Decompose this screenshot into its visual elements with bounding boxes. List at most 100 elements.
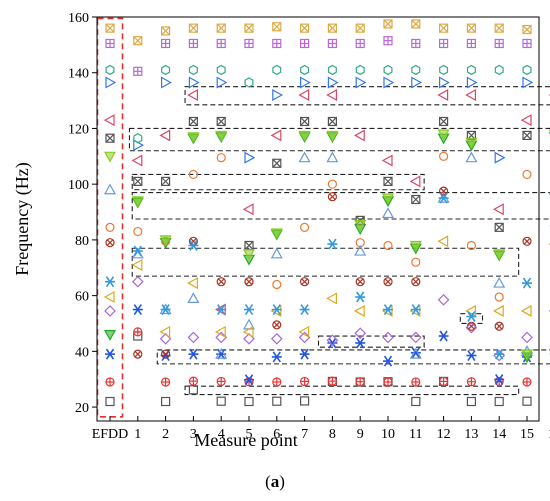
x-tick-label: 5	[246, 427, 253, 442]
data-point	[439, 376, 449, 387]
data-point	[215, 130, 228, 142]
data-point	[383, 76, 395, 89]
data-point	[411, 257, 421, 267]
data-point	[216, 396, 226, 406]
data-point	[242, 203, 254, 216]
data-point	[492, 304, 504, 317]
data-point	[216, 304, 227, 316]
data-point	[105, 377, 115, 387]
data-point	[355, 291, 366, 303]
data-point	[215, 347, 228, 359]
data-point	[355, 277, 365, 287]
x-axis-ticks: EFDD12345678910111213141516	[92, 416, 550, 442]
y-axis-label: Frequency (Hz)	[12, 162, 33, 275]
data-point	[466, 396, 476, 407]
data-point	[355, 64, 365, 76]
data-point	[327, 23, 337, 33]
data-point	[409, 240, 422, 252]
data-point	[244, 374, 254, 386]
data-point	[520, 349, 534, 361]
data-point	[494, 64, 504, 76]
data-point	[410, 347, 421, 359]
data-point	[298, 88, 310, 102]
data-point	[103, 330, 117, 341]
data-point	[520, 114, 532, 127]
data-point	[103, 290, 115, 304]
data-point	[522, 130, 532, 141]
data-point	[494, 292, 504, 302]
data-point	[411, 396, 421, 407]
data-point	[187, 277, 198, 290]
data-point	[103, 151, 117, 163]
data-point	[270, 228, 283, 240]
data-point	[271, 351, 282, 363]
x-tick-label: 7	[301, 427, 308, 442]
data-point	[244, 151, 256, 164]
mode-highlight-box	[156, 349, 550, 365]
data-point	[132, 245, 143, 257]
data-point	[188, 348, 199, 360]
data-point	[327, 38, 337, 49]
data-point	[188, 240, 199, 251]
data-point	[105, 238, 115, 248]
data-point	[216, 277, 226, 287]
data-point	[187, 88, 198, 102]
data-point	[353, 304, 365, 317]
data-point	[133, 36, 143, 46]
data-point	[439, 38, 449, 49]
data-point	[133, 176, 143, 186]
data-point	[133, 327, 143, 337]
x-tick-label: 1	[134, 427, 141, 442]
data-point	[327, 192, 337, 202]
data-point	[105, 348, 115, 360]
data-point	[161, 176, 171, 186]
data-point	[409, 347, 422, 359]
data-point	[327, 337, 338, 349]
data-point	[298, 331, 311, 344]
data-point	[300, 396, 310, 406]
data-point	[326, 88, 337, 102]
data-point	[270, 129, 282, 142]
data-point	[270, 247, 283, 259]
x-tick-label: 6	[273, 427, 280, 442]
data-point	[522, 76, 534, 89]
data-point	[381, 154, 393, 167]
data-point	[353, 129, 365, 142]
data-point	[439, 76, 450, 89]
data-point	[216, 116, 226, 127]
data-point	[493, 249, 506, 261]
data-point	[133, 226, 143, 237]
data-point	[105, 23, 115, 33]
data-point	[437, 88, 449, 102]
data-point	[271, 304, 282, 316]
data-point	[355, 377, 365, 387]
data-point	[437, 235, 449, 248]
data-point	[522, 169, 532, 180]
y-tick-label: 160	[68, 11, 89, 26]
data-point	[187, 331, 200, 344]
data-point	[411, 76, 423, 89]
data-point	[381, 193, 395, 205]
data-point	[105, 222, 115, 232]
data-point	[216, 64, 226, 76]
data-point	[411, 277, 421, 287]
data-point	[272, 88, 284, 102]
data-markers	[103, 19, 550, 407]
data-point	[188, 64, 198, 76]
data-point	[300, 376, 310, 387]
data-point	[187, 132, 200, 144]
data-point	[298, 130, 311, 142]
data-point	[215, 331, 228, 344]
data-point	[466, 240, 476, 251]
data-point	[105, 133, 115, 143]
x-axis-label: Measure point	[194, 430, 297, 450]
data-point	[272, 320, 282, 330]
data-point	[522, 396, 532, 406]
data-point	[383, 304, 393, 316]
x-tick-label: 11	[409, 427, 422, 442]
x-tick-label: 9	[357, 427, 364, 442]
y-axis-ticks: 20 40 60 80 100 120 140 160	[68, 11, 97, 416]
x-tick-label: 3	[190, 427, 197, 442]
data-point	[494, 348, 505, 360]
